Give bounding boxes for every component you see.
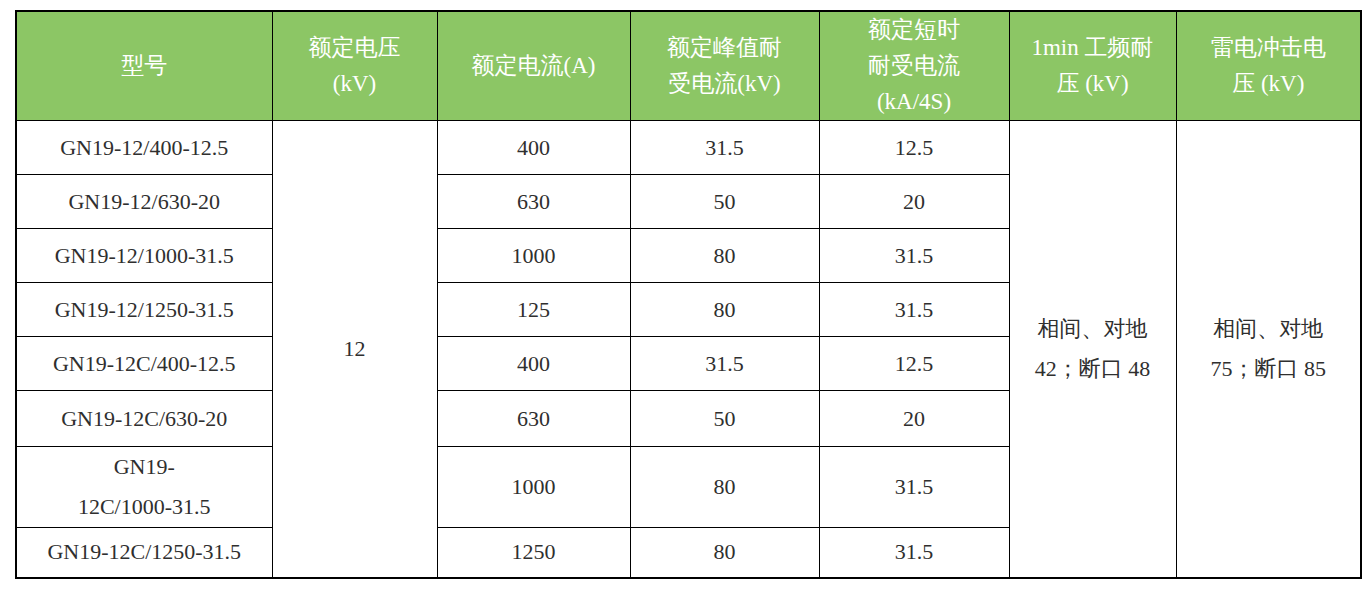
- cell-current: 1000: [437, 229, 630, 283]
- cell-short-time: 20: [819, 391, 1009, 447]
- col-header-peak-withstand: 额定峰值耐 受电流(kV): [630, 11, 819, 121]
- cell-model: GN19-12/1000-31.5: [16, 229, 272, 283]
- cell-power-freq-merged: 相间、对地 42；断口 48: [1009, 121, 1176, 578]
- spec-table-container: 型号 额定电压 (kV) 额定电流(A) 额定峰值耐 受电流(kV) 额定短时 …: [15, 10, 1362, 579]
- cell-model: GN19-12C/400-12.5: [16, 337, 272, 391]
- cell-model: GN19-12/630-20: [16, 175, 272, 229]
- cell-current: 400: [437, 121, 630, 175]
- cell-current: 630: [437, 175, 630, 229]
- col-header-power-freq: 1min 工频耐 压 (kV): [1009, 11, 1176, 121]
- col-header-short-time: 额定短时 耐受电流 (kA/4S): [819, 11, 1009, 121]
- cell-model: GN19-12C/630-20: [16, 391, 272, 447]
- cell-model: GN19-12C/1250-31.5: [16, 528, 272, 578]
- cell-peak: 50: [630, 175, 819, 229]
- col-header-model: 型号: [16, 11, 272, 121]
- table-body: GN19-12/400-12.5 12 400 31.5 12.5 相间、对地 …: [16, 121, 1361, 578]
- cell-short-time: 31.5: [819, 447, 1009, 528]
- cell-peak: 80: [630, 528, 819, 578]
- cell-lightning-impulse-merged: 相间、对地 75；断口 85: [1176, 121, 1361, 578]
- cell-short-time: 31.5: [819, 528, 1009, 578]
- col-header-rated-voltage: 额定电压 (kV): [272, 11, 437, 121]
- cell-short-time: 31.5: [819, 229, 1009, 283]
- cell-short-time: 20: [819, 175, 1009, 229]
- cell-current: 400: [437, 337, 630, 391]
- page: 型号 额定电压 (kV) 额定电流(A) 额定峰值耐 受电流(kV) 额定短时 …: [0, 0, 1366, 590]
- cell-current: 1000: [437, 447, 630, 528]
- col-header-rated-current: 额定电流(A): [437, 11, 630, 121]
- cell-peak: 31.5: [630, 121, 819, 175]
- cell-current: 630: [437, 391, 630, 447]
- cell-short-time: 12.5: [819, 121, 1009, 175]
- cell-peak: 80: [630, 229, 819, 283]
- table-row: GN19-12/400-12.5 12 400 31.5 12.5 相间、对地 …: [16, 121, 1361, 175]
- col-header-lightning-impulse: 雷电冲击电 压 (kV): [1176, 11, 1361, 121]
- table-header: 型号 额定电压 (kV) 额定电流(A) 额定峰值耐 受电流(kV) 额定短时 …: [16, 11, 1361, 121]
- header-row: 型号 额定电压 (kV) 额定电流(A) 额定峰值耐 受电流(kV) 额定短时 …: [16, 11, 1361, 121]
- cell-model: GN19- 12C/1000-31.5: [16, 447, 272, 528]
- cell-model: GN19-12/400-12.5: [16, 121, 272, 175]
- cell-model: GN19-12/1250-31.5: [16, 283, 272, 337]
- cell-current: 125: [437, 283, 630, 337]
- cell-peak: 50: [630, 391, 819, 447]
- cell-peak: 80: [630, 447, 819, 528]
- spec-table: 型号 额定电压 (kV) 额定电流(A) 额定峰值耐 受电流(kV) 额定短时 …: [15, 10, 1362, 579]
- cell-rated-voltage-merged: 12: [272, 121, 437, 578]
- cell-peak: 80: [630, 283, 819, 337]
- cell-short-time: 12.5: [819, 337, 1009, 391]
- cell-peak: 31.5: [630, 337, 819, 391]
- cell-short-time: 31.5: [819, 283, 1009, 337]
- cell-current: 1250: [437, 528, 630, 578]
